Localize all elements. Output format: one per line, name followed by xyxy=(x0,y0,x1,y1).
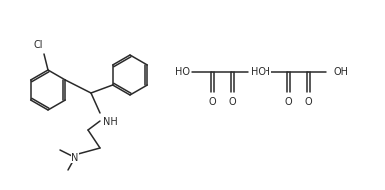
Text: NH: NH xyxy=(103,117,118,127)
Text: N: N xyxy=(71,153,79,163)
Text: OH: OH xyxy=(334,67,349,77)
Text: O: O xyxy=(228,97,236,107)
Text: O: O xyxy=(284,97,292,107)
Text: OH: OH xyxy=(256,67,271,77)
Text: O: O xyxy=(304,97,312,107)
Text: Cl: Cl xyxy=(33,40,43,50)
Text: O: O xyxy=(208,97,216,107)
Text: HO: HO xyxy=(175,67,190,77)
Text: HO: HO xyxy=(251,67,266,77)
